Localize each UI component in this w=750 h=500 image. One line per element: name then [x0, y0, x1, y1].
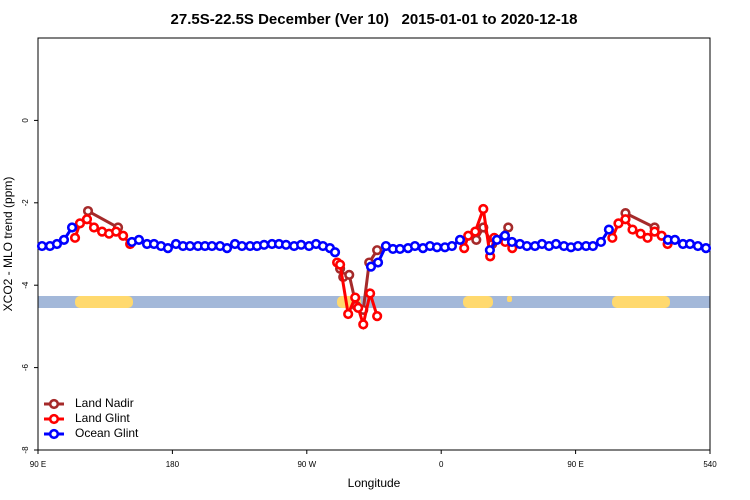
- data-point: [111, 226, 122, 237]
- data-point: [236, 240, 248, 252]
- data-point: [595, 236, 607, 248]
- y-tick-label: -6: [21, 363, 30, 371]
- x-tick-label: 90 W: [297, 460, 316, 469]
- y-tick-label: -8: [21, 446, 30, 454]
- data-point: [627, 224, 638, 235]
- x-tick-label: 90 E: [30, 460, 46, 469]
- data-point: [69, 232, 81, 243]
- data-point: [446, 240, 458, 252]
- data-point: [36, 240, 48, 252]
- data-point: [409, 240, 421, 252]
- data-point: [296, 239, 307, 250]
- data-point: [603, 224, 615, 235]
- data-point: [521, 240, 533, 252]
- legend-marker: [48, 428, 60, 440]
- data-point: [587, 240, 599, 252]
- data-point: [471, 234, 482, 245]
- data-point: [506, 236, 518, 248]
- data-point: [280, 239, 292, 250]
- data-point: [221, 243, 233, 254]
- data-point: [133, 234, 145, 245]
- x-tick-label: 540: [703, 460, 717, 469]
- x-tick-label: 90 E: [567, 460, 583, 469]
- data-point: [613, 218, 624, 229]
- data-point: [162, 243, 174, 254]
- data-point: [81, 214, 93, 225]
- data-point: [343, 308, 354, 320]
- data-point: [365, 261, 377, 272]
- data-point: [478, 203, 489, 215]
- land-band: [507, 296, 512, 302]
- data-point: [700, 243, 712, 254]
- data-point: [459, 243, 470, 254]
- data-point: [329, 247, 341, 258]
- data-point: [353, 302, 364, 313]
- data-point: [372, 245, 383, 256]
- data-point: [118, 230, 129, 241]
- data-point: [572, 240, 584, 252]
- data-point: [635, 228, 646, 239]
- legend-label: Land Glint: [75, 411, 130, 425]
- data-point: [669, 234, 681, 245]
- data-point: [365, 288, 376, 299]
- data-point: [499, 230, 511, 241]
- data-point: [484, 245, 495, 256]
- data-point: [184, 240, 196, 252]
- data-point: [88, 222, 100, 233]
- chart-title: 27.5S-22.5S December (Ver 10) 2015-01-01…: [171, 11, 578, 28]
- legend-label: Land Nadir: [75, 396, 134, 410]
- data-point: [503, 222, 514, 233]
- data-point: [431, 242, 443, 253]
- data-point: [258, 239, 270, 250]
- legend-marker: [48, 413, 60, 425]
- data-point: [550, 238, 562, 250]
- data-point: [51, 238, 63, 250]
- land-band: [75, 296, 133, 308]
- data-point: [58, 234, 70, 245]
- data-point: [394, 243, 406, 255]
- land-band: [612, 296, 670, 308]
- data-point: [74, 218, 86, 229]
- data-point: [692, 240, 704, 252]
- data-point: [66, 222, 78, 233]
- data-point: [607, 232, 618, 243]
- data-point: [372, 257, 384, 268]
- y-tick-label: -2: [21, 199, 30, 207]
- data-point: [620, 214, 631, 225]
- data-point: [463, 230, 474, 241]
- data-point: [358, 319, 369, 330]
- x-tick-label: 0: [439, 460, 444, 469]
- legend-marker: [48, 398, 60, 410]
- y-tick-label: 0: [21, 118, 30, 123]
- data-point: [344, 269, 355, 281]
- data-point: [206, 240, 218, 252]
- y-axis-label: XCO2 - MLO trend (ppm): [1, 177, 15, 312]
- data-point: [335, 259, 346, 270]
- data-point: [649, 226, 660, 237]
- legend-label: Ocean Glint: [75, 426, 139, 440]
- data-point: [82, 205, 94, 217]
- data-point: [470, 226, 481, 237]
- data-point: [454, 234, 466, 245]
- data-point: [684, 238, 696, 250]
- data-point: [372, 311, 383, 322]
- x-axis-label: Longitude: [348, 476, 401, 490]
- data-point: [491, 234, 503, 245]
- x-tick-label: 180: [166, 460, 180, 469]
- data-point: [350, 292, 361, 303]
- land-band: [463, 296, 493, 308]
- y-tick-label: -4: [21, 281, 30, 289]
- data-point: [642, 232, 653, 243]
